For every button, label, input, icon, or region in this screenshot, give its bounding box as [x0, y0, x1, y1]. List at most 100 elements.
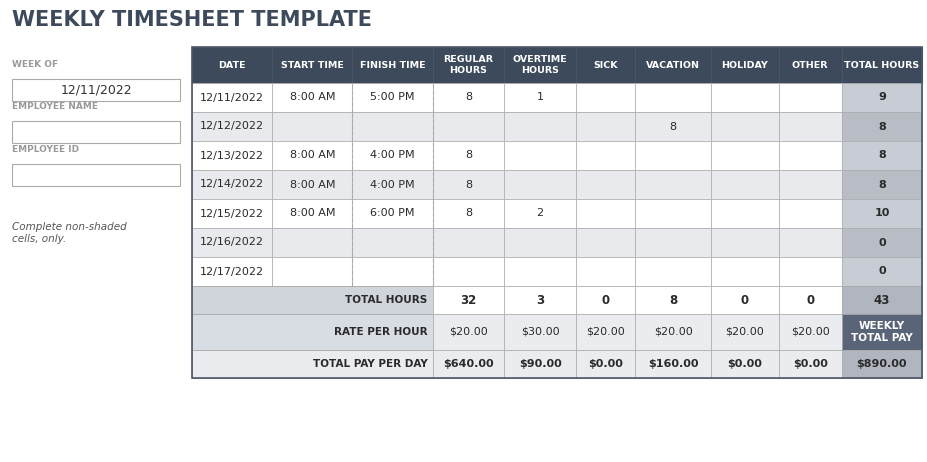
Bar: [192, 47, 273, 83]
Bar: [842, 199, 922, 228]
Text: WEEKLY TIMESHEET TEMPLATE: WEEKLY TIMESHEET TEMPLATE: [12, 10, 372, 30]
Bar: [779, 199, 842, 228]
Bar: [576, 228, 635, 257]
Text: 2: 2: [537, 208, 543, 219]
Bar: [352, 141, 433, 170]
Text: 12/15/2022: 12/15/2022: [200, 208, 264, 219]
Bar: [504, 141, 576, 170]
Text: FINISH TIME: FINISH TIME: [360, 61, 425, 69]
Bar: [433, 350, 504, 378]
Text: $30.00: $30.00: [521, 327, 559, 337]
Bar: [576, 141, 635, 170]
Text: EMPLOYEE NAME: EMPLOYEE NAME: [12, 102, 98, 111]
Bar: [504, 47, 576, 83]
Bar: [192, 199, 273, 228]
Bar: [433, 141, 504, 170]
Bar: [192, 257, 273, 286]
Bar: [433, 170, 504, 199]
Text: 8: 8: [464, 208, 472, 219]
Bar: [273, 83, 352, 112]
Text: TOTAL HOURS: TOTAL HOURS: [844, 61, 920, 69]
Text: 10: 10: [874, 208, 890, 219]
Bar: [504, 112, 576, 141]
Text: 43: 43: [874, 293, 890, 306]
Text: 8: 8: [464, 151, 472, 160]
Bar: [779, 350, 842, 378]
Text: RATE PER HOUR: RATE PER HOUR: [334, 327, 427, 337]
Text: 8: 8: [464, 92, 472, 103]
Bar: [576, 170, 635, 199]
Bar: [433, 47, 504, 83]
Text: VACATION: VACATION: [646, 61, 700, 69]
Bar: [504, 257, 576, 286]
Text: $20.00: $20.00: [654, 327, 692, 337]
Text: 12/17/2022: 12/17/2022: [200, 267, 264, 276]
Bar: [352, 257, 433, 286]
Bar: [711, 286, 779, 314]
Bar: [635, 170, 711, 199]
Text: 0: 0: [806, 293, 814, 306]
Bar: [779, 286, 842, 314]
Bar: [842, 141, 922, 170]
Bar: [433, 112, 504, 141]
Bar: [352, 83, 433, 112]
Text: $20.00: $20.00: [791, 327, 830, 337]
Text: TOTAL HOURS: TOTAL HOURS: [345, 295, 427, 305]
Bar: [192, 350, 433, 378]
Bar: [842, 112, 922, 141]
Bar: [504, 286, 576, 314]
Bar: [352, 199, 433, 228]
Text: 32: 32: [461, 293, 476, 306]
Bar: [842, 286, 922, 314]
Text: 12/11/2022: 12/11/2022: [200, 92, 264, 103]
Bar: [192, 83, 273, 112]
Bar: [504, 199, 576, 228]
Text: 0: 0: [741, 293, 749, 306]
Text: 12/11/2022: 12/11/2022: [60, 84, 132, 97]
Text: HOLIDAY: HOLIDAY: [721, 61, 768, 69]
Text: OVERTIME
HOURS: OVERTIME HOURS: [513, 55, 567, 75]
Text: $20.00: $20.00: [449, 327, 488, 337]
Bar: [779, 257, 842, 286]
Bar: [273, 47, 352, 83]
Bar: [711, 350, 779, 378]
Text: $90.00: $90.00: [519, 359, 562, 369]
Bar: [576, 286, 635, 314]
Bar: [192, 286, 433, 314]
Bar: [12, 79, 180, 101]
Bar: [711, 83, 779, 112]
Bar: [576, 83, 635, 112]
Bar: [273, 257, 352, 286]
Text: Complete non-shaded
cells, only.: Complete non-shaded cells, only.: [12, 222, 127, 243]
Bar: [711, 141, 779, 170]
Text: 3: 3: [536, 293, 544, 306]
Bar: [192, 170, 273, 199]
Bar: [433, 199, 504, 228]
Text: 0: 0: [878, 237, 885, 248]
Text: 8: 8: [878, 180, 886, 189]
Text: 8:00 AM: 8:00 AM: [289, 151, 335, 160]
Bar: [842, 350, 922, 378]
Bar: [504, 228, 576, 257]
Text: 0: 0: [602, 293, 610, 306]
Bar: [192, 112, 273, 141]
Bar: [842, 170, 922, 199]
Bar: [779, 314, 842, 350]
Text: 8: 8: [669, 122, 677, 132]
Bar: [273, 112, 352, 141]
Text: EMPLOYEE ID: EMPLOYEE ID: [12, 145, 79, 154]
Bar: [779, 228, 842, 257]
Text: $20.00: $20.00: [586, 327, 625, 337]
Text: 8: 8: [878, 122, 886, 132]
Text: 8: 8: [464, 180, 472, 189]
Bar: [352, 170, 433, 199]
Bar: [842, 83, 922, 112]
Bar: [779, 47, 842, 83]
Bar: [273, 199, 352, 228]
Text: 5:00 PM: 5:00 PM: [370, 92, 414, 103]
Bar: [433, 228, 504, 257]
Bar: [635, 350, 711, 378]
Bar: [711, 314, 779, 350]
Text: 4:00 PM: 4:00 PM: [370, 151, 414, 160]
Bar: [635, 47, 711, 83]
